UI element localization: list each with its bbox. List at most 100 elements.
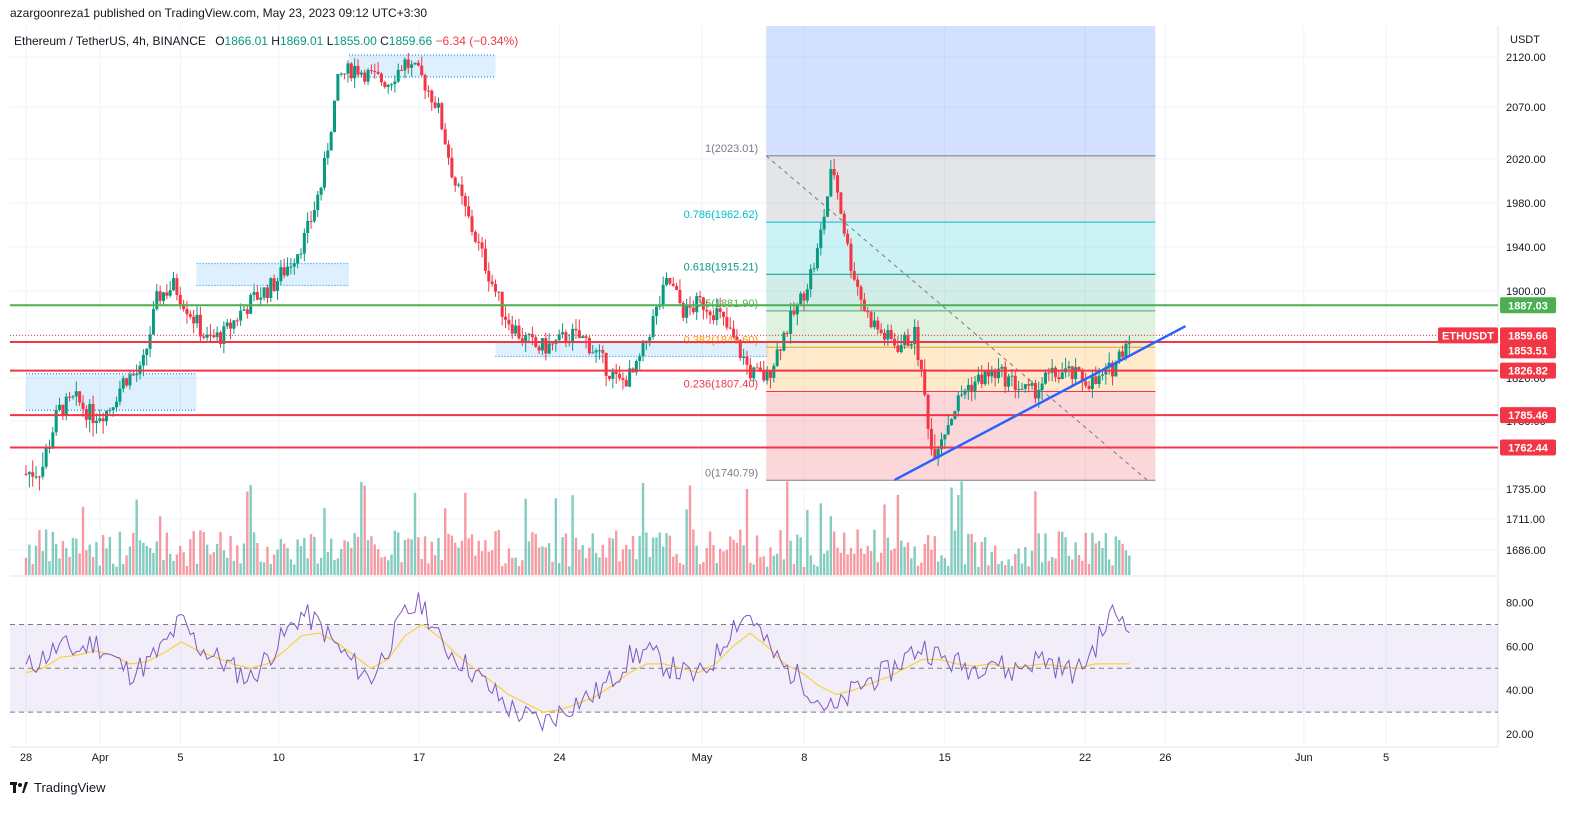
candle-body xyxy=(923,369,927,395)
volume-bar xyxy=(722,551,725,575)
volume-bar xyxy=(28,544,31,575)
volume-bar xyxy=(705,548,708,575)
candle-body xyxy=(1114,361,1118,377)
candle-body xyxy=(872,320,876,328)
candle-body xyxy=(695,296,699,313)
volume-bar xyxy=(950,487,953,575)
volume-bar xyxy=(594,553,598,575)
volume-bar xyxy=(91,556,95,575)
volume-bar xyxy=(340,548,343,575)
volume-bar xyxy=(31,564,34,575)
candle-body xyxy=(1030,382,1034,386)
price-tick-label: 1735.00 xyxy=(1506,484,1546,496)
order-block-zones xyxy=(26,54,769,411)
volume-bar xyxy=(450,535,454,575)
candle-body xyxy=(805,289,809,301)
time-tick-label: 28 xyxy=(20,752,32,764)
volume-bar xyxy=(859,548,863,575)
volume-bar xyxy=(393,530,397,575)
trendline[interactable] xyxy=(894,325,1187,482)
volume-bar xyxy=(105,548,108,575)
candle-body xyxy=(829,169,833,197)
price-label-box xyxy=(1500,362,1556,379)
volume-bar xyxy=(249,485,252,575)
candle-body xyxy=(628,368,632,387)
horizontal-levels[interactable] xyxy=(10,304,1498,449)
volume-bar xyxy=(554,498,558,575)
symbol-name: Ethereum / TetherUS, 4h, BINANCE xyxy=(14,34,206,48)
candle-body xyxy=(78,391,82,403)
volume-bar xyxy=(658,532,662,575)
volume-bar xyxy=(739,529,742,575)
candle-body xyxy=(926,394,930,429)
volume-bar xyxy=(558,563,561,575)
volume-bar xyxy=(239,563,242,575)
volume-bar xyxy=(54,544,58,575)
volume-bar xyxy=(1118,540,1121,575)
candle-body xyxy=(302,233,306,254)
fib-level-label: 0.236(1807.40) xyxy=(684,379,759,391)
candle-body xyxy=(882,333,886,340)
volume-bar xyxy=(413,492,417,575)
volume-bar xyxy=(108,536,112,575)
candle-body xyxy=(88,404,92,420)
candle-body xyxy=(651,316,655,338)
candle-body xyxy=(225,322,229,327)
volume-bar xyxy=(296,539,299,575)
volume-bar xyxy=(1044,533,1047,575)
candle-body xyxy=(594,350,598,353)
volume-bar xyxy=(692,529,695,575)
volume-bar xyxy=(1124,550,1128,575)
volume-bar xyxy=(547,543,551,575)
fibonacci-retracement[interactable]: 1(2023.01) 0.786(1962.62) 0.618(1915.21) 0.… xyxy=(684,26,1156,481)
volume-bar xyxy=(715,563,719,575)
candle-body xyxy=(983,371,987,385)
volume-bar xyxy=(1007,559,1010,575)
candle-body xyxy=(621,378,625,380)
volume-bar xyxy=(514,557,517,575)
volume-bar xyxy=(990,551,994,575)
candle-body xyxy=(524,335,528,342)
candle-body xyxy=(24,473,28,475)
volume-bar xyxy=(276,549,279,575)
volume-bar xyxy=(68,556,71,575)
volume-bar xyxy=(85,550,88,575)
price-label-text: 1887.03 xyxy=(1508,300,1548,312)
volume-bar xyxy=(648,557,651,575)
candle-body xyxy=(1124,343,1128,358)
volume-bar xyxy=(598,557,601,575)
candle-body xyxy=(393,81,397,85)
volume-bar xyxy=(306,558,309,575)
candle-body xyxy=(336,74,340,101)
volume-bar xyxy=(742,545,745,575)
candle-body xyxy=(779,349,783,351)
price-label-box xyxy=(1500,342,1556,359)
volume-bar xyxy=(843,532,846,575)
candle-body xyxy=(71,396,75,398)
candle-body xyxy=(1087,385,1091,389)
candle-body xyxy=(208,334,212,336)
footer-brand[interactable]: TradingView xyxy=(10,780,106,795)
volume-bar xyxy=(142,542,145,575)
volume-bar xyxy=(252,532,256,575)
volume-bar xyxy=(796,534,799,575)
candle-body xyxy=(544,338,548,354)
volume-bar xyxy=(1037,533,1040,575)
volume-bar xyxy=(853,553,856,575)
candle-body xyxy=(681,303,685,318)
volume-bar xyxy=(443,508,447,575)
volume-bar xyxy=(765,566,769,575)
volume-bar xyxy=(829,516,833,575)
candle-body xyxy=(426,90,430,92)
volume-bar xyxy=(1027,566,1030,575)
volume-bar xyxy=(272,554,276,575)
candle-body xyxy=(601,350,605,353)
volume-bar xyxy=(1024,546,1027,575)
volume-bar xyxy=(293,564,296,575)
rsi-tick-label: 20.00 xyxy=(1506,729,1534,741)
volume-bar xyxy=(1081,560,1084,575)
candle-body xyxy=(1020,388,1024,390)
volume-bar xyxy=(527,541,531,575)
volume-bar xyxy=(363,485,366,575)
